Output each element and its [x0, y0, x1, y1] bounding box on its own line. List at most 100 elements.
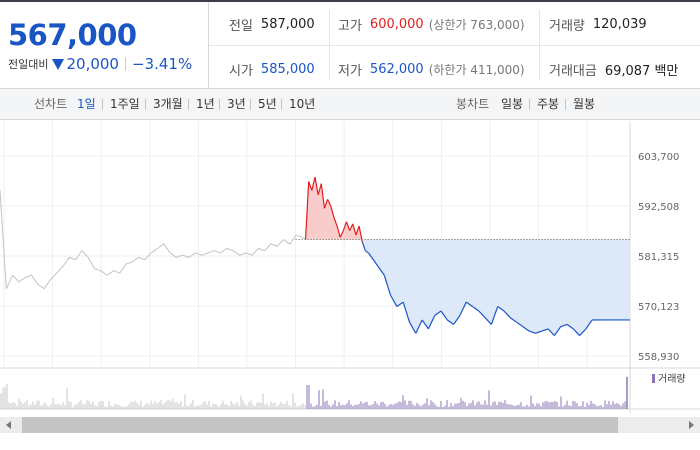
today-line-segment: [333, 217, 338, 227]
today-line-segment: [440, 310, 448, 321]
y-tick-label: 570,123: [638, 302, 679, 313]
today-line-segment: [421, 319, 429, 330]
chart-fills: [305, 176, 630, 336]
prev-close-stat: 전일 587,000: [229, 14, 315, 34]
quote-summary: 567,000 전일대비 20,000 −3.41% 전일 587,000 고가…: [0, 0, 700, 88]
period-10years[interactable]: 10년: [289, 97, 316, 111]
open-label: 시가: [229, 63, 253, 79]
amount-stat: 거래대금 69,087 백만: [549, 59, 678, 79]
today-line-segment: [377, 265, 385, 276]
period-5years[interactable]: 5년: [258, 97, 277, 111]
today-line-segment: [541, 328, 549, 332]
change-label: 전일대비: [8, 58, 49, 71]
y-tick-label: 592,508: [638, 202, 679, 213]
volume-label: 거래량: [549, 18, 585, 34]
low-value: 562,000: [369, 61, 424, 77]
today-line-segment: [434, 310, 442, 316]
today-line-segment: [336, 225, 341, 238]
prev-close-label: 전일: [229, 18, 253, 34]
stats-table: 전일 587,000 고가 600,000 (상한가 763,000) 거래량 …: [209, 2, 700, 88]
chart-scrollbar[interactable]: [0, 413, 700, 437]
today-line-segment: [361, 241, 366, 251]
period-daily-candle[interactable]: 일봉: [501, 97, 524, 111]
period-1day[interactable]: 1일: [77, 97, 96, 111]
today-line-segment: [408, 321, 417, 334]
today-line-segment: [547, 328, 555, 336]
period-bar: 선차트 1일 1주일 3개월 1년 3년 5년 10년 봉차트 일봉 주봉 월봉: [0, 88, 700, 120]
today-line-segment: [352, 223, 357, 236]
today-line-segment: [314, 176, 319, 195]
divider: [145, 99, 146, 110]
change-amount: 20,000: [66, 55, 119, 73]
period-1week[interactable]: 1주일: [110, 97, 140, 111]
volume-stat: 거래량 120,039: [549, 14, 647, 34]
period-1year[interactable]: 1년: [196, 97, 215, 111]
scroll-left-button[interactable]: [2, 417, 16, 433]
open-value: 585,000: [260, 61, 315, 77]
today-line-segment: [311, 176, 316, 191]
period-weekly-candle[interactable]: 주봉: [537, 97, 560, 111]
scroll-right-button[interactable]: [684, 417, 698, 433]
divider: [102, 99, 103, 110]
divider: [281, 99, 282, 110]
lower-limit: (하한가 411,000): [428, 62, 525, 77]
today-line-segment: [516, 321, 524, 328]
today-line-segment: [484, 317, 492, 325]
today-line-segment: [535, 330, 543, 334]
divider: [565, 99, 566, 110]
low-stat: 저가 562,000 (하한가 411,000): [338, 59, 525, 79]
period-3months[interactable]: 3개월: [153, 97, 183, 111]
today-line-segment: [339, 230, 344, 238]
today-line-segment: [342, 221, 348, 231]
price-chart: 603,700 592,508 581,315 570,123 558,930 거래량: [0, 121, 700, 413]
scroll-thumb[interactable]: [22, 417, 618, 433]
today-line-segment: [585, 319, 593, 330]
today-line-segment: [349, 223, 354, 231]
above-reference-fill: [305, 176, 605, 240]
top-border: [0, 0, 700, 2]
y-tick-label: 558,930: [638, 352, 679, 363]
volume-legend-swatch: [652, 374, 655, 383]
y-tick-label: 581,315: [638, 252, 679, 263]
volume-value: 120,039: [592, 16, 647, 32]
today-line-segment: [566, 323, 574, 330]
today-line-segment: [365, 250, 369, 254]
period-3years[interactable]: 3년: [227, 97, 246, 111]
open-stat: 시가 585,000: [229, 59, 315, 79]
current-price: 567,000: [8, 18, 137, 52]
change-row: 전일대비 20,000 −3.41%: [8, 54, 192, 74]
today-line-segment: [358, 226, 363, 242]
amount-label: 거래대금: [549, 63, 597, 79]
line-chart-label: 선차트: [34, 97, 68, 111]
today-line-segment: [330, 205, 335, 218]
today-line-segment: [396, 301, 404, 308]
volume-panel: 거래량: [0, 373, 686, 409]
chart-lines: [0, 176, 630, 336]
today-line-segment: [490, 306, 499, 325]
previous-day-line: [0, 190, 306, 290]
column-divider: [329, 10, 330, 80]
volume-legend-label: 거래량: [658, 373, 686, 385]
today-line-segment: [304, 181, 310, 240]
today-line-segment: [553, 326, 562, 336]
divider: [124, 57, 126, 71]
today-line-segment: [579, 328, 587, 336]
today-line-segment: [368, 252, 373, 258]
today-line-segment: [522, 326, 530, 332]
today-line-segment: [415, 319, 423, 334]
today-line-segment: [465, 301, 473, 308]
today-line-segment: [572, 328, 581, 336]
today-line-segment: [497, 306, 505, 312]
high-label: 고가: [338, 18, 362, 34]
high-value: 600,000: [369, 16, 424, 32]
change-percent: −3.41%: [131, 55, 193, 73]
today-line-segment: [509, 317, 517, 323]
today-line-segment: [320, 183, 326, 209]
period-monthly-candle[interactable]: 월봉: [573, 97, 596, 111]
today-line-segment: [560, 323, 568, 328]
price-box: 567,000 전일대비 20,000 −3.41%: [0, 2, 209, 88]
amount-value: 69,087 백만: [604, 63, 679, 79]
today-line-segment: [472, 306, 480, 312]
today-line-segment: [383, 275, 392, 296]
below-reference-fill: [305, 239, 630, 336]
